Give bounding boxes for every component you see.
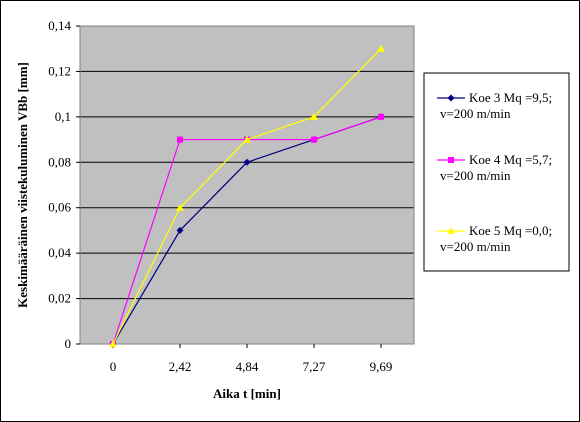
data-series [109, 44, 385, 348]
data-point [310, 112, 318, 120]
x-axis-title: Aika t [min] [213, 386, 281, 401]
x-tick-label: 0 [110, 359, 117, 374]
series-3 [109, 44, 385, 347]
data-point [378, 113, 384, 120]
data-point [243, 135, 251, 143]
data-point [311, 136, 317, 143]
y-tick-label: 0,12 [48, 63, 71, 78]
legend-sublabel: v=200 m/min [440, 106, 511, 121]
data-point [377, 44, 385, 52]
legend-item-2: Koe 4 Mq =5,7;v=200 m/min [437, 152, 552, 183]
legend-box [423, 72, 570, 272]
legend-label: Koe 4 Mq =5,7; [469, 152, 552, 167]
y-tick-label: 0,14 [48, 18, 71, 33]
legend-sublabel: v=200 m/min [440, 168, 511, 183]
y-tick-label: 0 [65, 336, 72, 351]
data-point [176, 203, 184, 211]
y-tick-label: 0,06 [48, 200, 71, 215]
y-tick-label: 0,04 [48, 245, 71, 260]
legend-label: Koe 3 Mq =9,5; [469, 90, 552, 105]
data-point [177, 136, 183, 143]
y-axis-ticks: 0 0,02 0,04 0,06 0,08 0,1 0,12 0,14 [48, 18, 80, 351]
data-point [243, 158, 251, 166]
x-axis-ticks: 0 2,42 4,84 7,27 9,69 [110, 344, 393, 374]
plot-area [80, 26, 414, 344]
y-tick-label: 0,02 [48, 291, 71, 306]
x-tick-label: 7,27 [303, 359, 326, 374]
data-point [109, 340, 117, 347]
legend-label: Koe 5 Mq =0,0; [469, 223, 552, 238]
y-axis-title: Keskimääräinen viistekuluminen VBb [mm] [15, 62, 30, 308]
x-tick-label: 2,42 [169, 359, 192, 374]
legend-item-3: Koe 5 Mq =0,0;v=200 m/min [437, 223, 552, 254]
legend-marker [447, 227, 455, 234]
x-tick-label: 9,69 [370, 359, 393, 374]
legend-sublabel: v=200 m/min [440, 239, 511, 254]
y-tick-label: 0,1 [55, 109, 71, 124]
legend-marker [448, 157, 454, 163]
x-tick-label: 4,84 [236, 359, 259, 374]
legend-marker [447, 94, 455, 102]
legend-item-1: Koe 3 Mq =9,5;v=200 m/min [437, 90, 552, 121]
data-point [176, 226, 184, 234]
y-tick-label: 0,08 [48, 154, 71, 169]
